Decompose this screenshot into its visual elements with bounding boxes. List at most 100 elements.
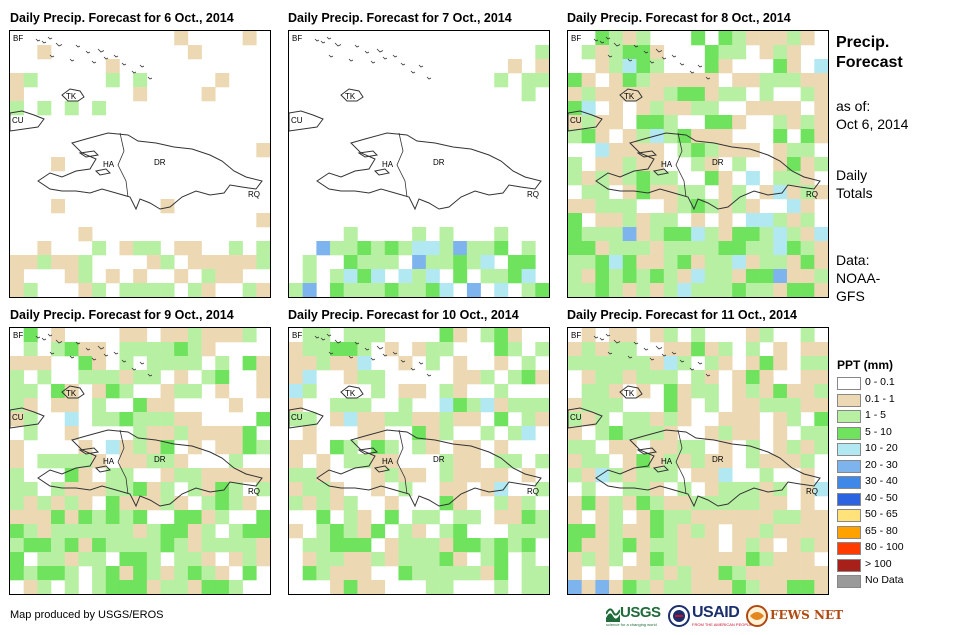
map-label-dr: DR [712, 455, 724, 464]
legend-label: No Data [865, 574, 904, 586]
usaid-tagline: FROM THE AMERICAN PEOPLE [692, 622, 752, 627]
map-label-dr: DR [433, 455, 445, 464]
map-label-rq: RQ [806, 487, 818, 496]
map-label-rq: RQ [527, 190, 539, 199]
map-label-tk: TK [624, 92, 635, 101]
sidebar-data-line1: Data: [836, 252, 870, 268]
legend-swatch [837, 426, 861, 440]
map-label-dr: DR [154, 455, 166, 464]
fewsnet-globe-icon [746, 605, 768, 632]
precip-map: BF TK CU HA DR RQ [568, 31, 828, 297]
usgs-tagline: science for a changing world [606, 622, 657, 627]
map-label-tk: TK [66, 92, 77, 101]
legend-item: 20 - 30 [837, 458, 947, 473]
legend-swatch [837, 575, 861, 588]
panel-title-oct7: Daily Precip. Forecast for 7 Oct., 2014 [288, 11, 512, 25]
map-label-ha: HA [103, 160, 115, 169]
map-label-bf: BF [571, 34, 581, 43]
map-label-ha: HA [661, 160, 673, 169]
precip-map: BF TK CU HA DR RQ [10, 328, 270, 594]
map-label-cu: CU [570, 116, 582, 125]
map-label-rq: RQ [248, 190, 260, 199]
map-label-cu: CU [12, 116, 24, 125]
map-label-dr: DR [712, 158, 724, 167]
legend-item: 50 - 65 [837, 508, 947, 522]
map-panel-oct7[interactable]: BF TK CU HA DR RQ [288, 30, 550, 298]
map-credit: Map produced by USGS/EROS [10, 609, 164, 621]
legend-label: 40 - 50 [865, 491, 898, 504]
map-label-rq: RQ [806, 190, 818, 199]
legend-swatch [837, 476, 861, 489]
legend-label: 10 - 20 [865, 442, 898, 454]
panel-title-oct10: Daily Precip. Forecast for 10 Oct., 2014 [288, 308, 519, 322]
map-label-dr: DR [154, 158, 166, 167]
legend-item: 80 - 100 [837, 541, 947, 555]
sidebar-title-line1: Precip. [836, 34, 890, 51]
legend-item: No Data [837, 574, 947, 588]
map-label-ha: HA [382, 160, 394, 169]
legend-swatch [837, 459, 861, 473]
map-label-ha: HA [382, 457, 394, 466]
legend-label: 50 - 65 [865, 508, 898, 520]
map-label-cu: CU [12, 413, 24, 422]
legend-item: 10 - 20 [837, 442, 947, 456]
map-label-rq: RQ [248, 487, 260, 496]
legend-swatch [837, 410, 861, 423]
precip-map: BF TK CU HA DR RQ [289, 328, 549, 594]
legend-item: 0.1 - 1 [837, 392, 947, 407]
legend-label: 0.1 - 1 [865, 392, 895, 405]
map-label-tk: TK [66, 389, 77, 398]
fewsnet-logo: FEWS NET [770, 606, 843, 624]
legend-label: 0 - 0.1 [865, 376, 895, 388]
usaid-text: USAID [692, 604, 740, 621]
panel-title-oct9: Daily Precip. Forecast for 9 Oct., 2014 [10, 308, 234, 322]
map-label-rq: RQ [527, 487, 539, 496]
legend-label: 20 - 30 [865, 458, 898, 471]
globe-icon [746, 605, 768, 627]
legend-swatch [837, 509, 861, 522]
legend-item: 0 - 0.1 [837, 376, 947, 390]
sidebar-asof-label: as of: [836, 98, 871, 114]
map-label-bf: BF [292, 34, 302, 43]
map-label-bf: BF [13, 331, 23, 340]
map-label-bf: BF [292, 331, 302, 340]
map-label-tk: TK [345, 389, 356, 398]
sidebar-data-line3: GFS [836, 288, 865, 304]
legend-item: 40 - 50 [837, 491, 947, 506]
usgs-mark-icon [606, 608, 620, 622]
sidebar-totals-line1: Daily [836, 167, 868, 183]
sidebar-asof-date: Oct 6, 2014 [836, 116, 909, 132]
map-panel-oct9[interactable]: BF TK CU HA DR RQ [9, 327, 271, 595]
legend-swatch [837, 542, 861, 555]
legend-item: 1 - 5 [837, 409, 947, 423]
seal-icon [668, 605, 690, 627]
precip-map: BF TK CU HA DR RQ [289, 34, 549, 297]
legend-swatch [837, 443, 861, 456]
panel-title-oct8: Daily Precip. Forecast for 8 Oct., 2014 [567, 11, 791, 25]
legend-item: 5 - 10 [837, 425, 947, 440]
legend-label: 1 - 5 [865, 409, 887, 421]
map-panel-oct10[interactable]: BF TK CU HA DR RQ [288, 327, 550, 595]
legend-item: > 100 [837, 558, 947, 572]
map-label-cu: CU [570, 413, 582, 422]
map-label-cu: CU [291, 413, 303, 422]
map-panel-oct8[interactable]: BF TK CU HA DR RQ [567, 30, 829, 298]
legend-swatch [837, 558, 861, 572]
map-label-dr: DR [433, 158, 445, 167]
legend-label: 65 - 80 [865, 524, 898, 537]
map-label-bf: BF [13, 34, 23, 43]
sidebar-data-line2: NOAA- [836, 270, 881, 286]
sidebar-title-line2: Forecast [836, 54, 903, 71]
panel-title-oct6: Daily Precip. Forecast for 6 Oct., 2014 [10, 11, 234, 25]
legend-title: PPT (mm) [837, 358, 894, 372]
fewsnet-text: FEWS NET [770, 608, 844, 622]
legend-label: 5 - 10 [865, 425, 892, 438]
legend-item: 65 - 80 [837, 524, 947, 539]
legend-swatch [837, 393, 861, 407]
map-panel-oct11[interactable]: BF TK CU HA DR RQ [567, 327, 829, 595]
legend-item: 30 - 40 [837, 475, 947, 489]
map-panel-oct6[interactable]: BF TK CU HA DR RQ [9, 30, 271, 298]
sidebar-totals-line2: Totals [836, 185, 873, 201]
legend-label: 30 - 40 [865, 475, 898, 487]
precip-map: BF TK CU HA DR RQ [10, 31, 270, 297]
